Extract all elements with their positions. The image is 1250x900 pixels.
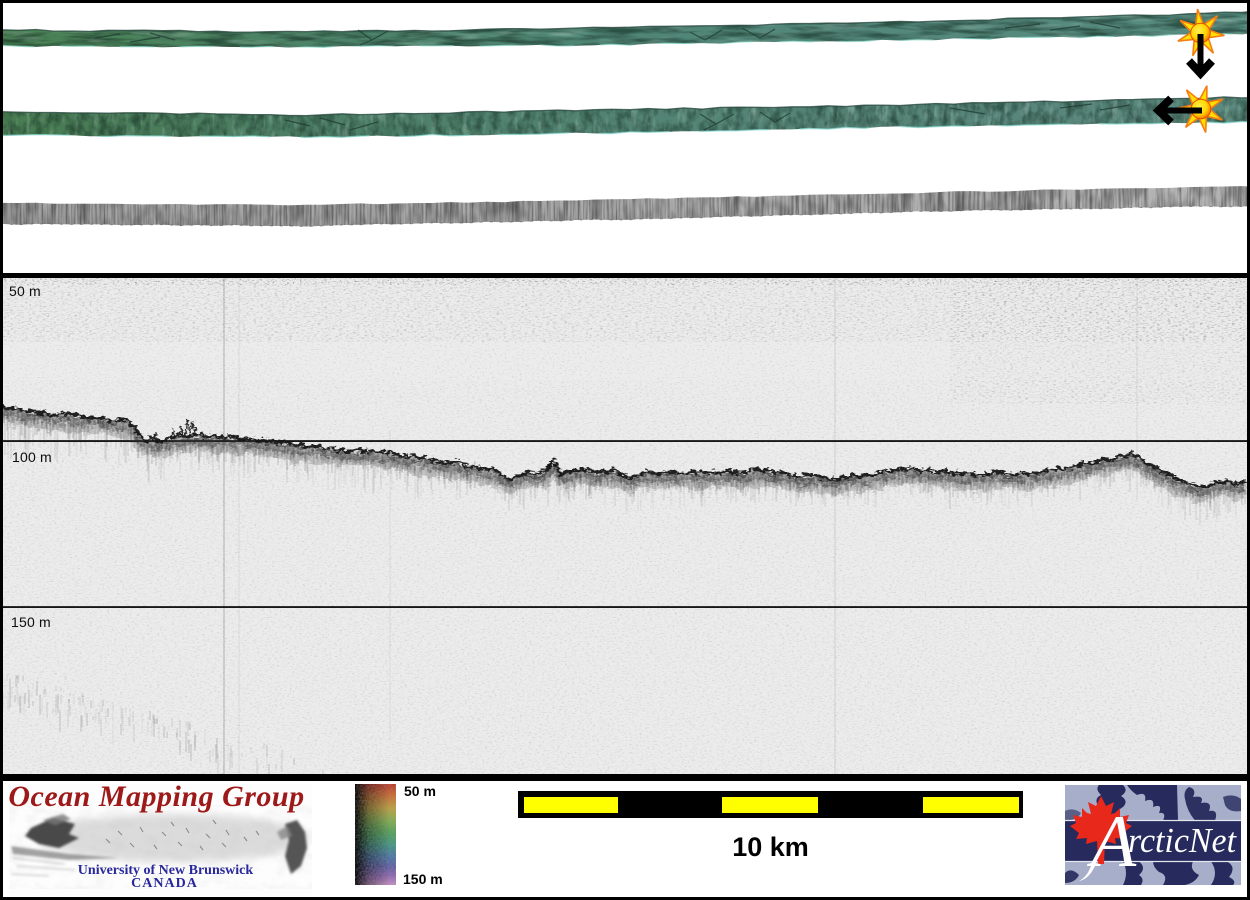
svg-text:A: A: [1086, 801, 1137, 883]
svg-text:rcticNet: rcticNet: [1128, 821, 1237, 860]
